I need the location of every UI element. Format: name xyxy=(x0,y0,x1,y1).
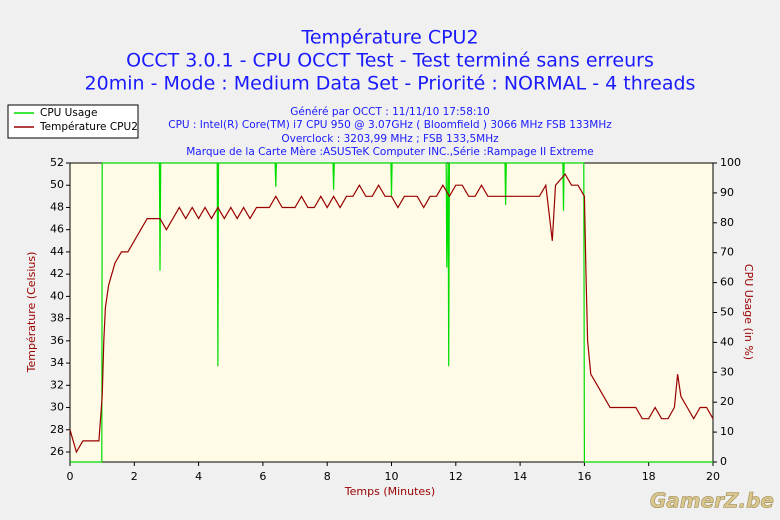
y-tick-label: 36 xyxy=(50,334,64,347)
y2-axis-label: CPU Usage (in %) xyxy=(742,264,755,360)
y-tick-label: 26 xyxy=(50,445,64,458)
x-tick-label: 14 xyxy=(513,470,527,483)
y2-tick-label: 80 xyxy=(720,216,734,229)
subtitle: 20min - Mode : Medium Data Set - Priorit… xyxy=(85,73,696,95)
y-tick-label: 34 xyxy=(50,356,64,369)
info-line: Marque de la Carte Mère :ASUSTeK Compute… xyxy=(186,146,594,158)
x-axis-label: Temps (Minutes) xyxy=(344,485,435,498)
y-tick-label: 42 xyxy=(50,267,64,280)
y2-tick-label: 30 xyxy=(720,365,734,378)
info-line: Overclock : 3203,99 MHz ; FSB 133,5MHz xyxy=(281,133,499,145)
y2-tick-label: 50 xyxy=(720,306,734,319)
y-tick-label: 52 xyxy=(50,156,64,169)
y-tick-label: 28 xyxy=(50,423,64,436)
x-tick-label: 2 xyxy=(131,470,138,483)
series-line xyxy=(69,173,714,454)
y-tick-label: 38 xyxy=(50,312,64,325)
chart-title: Température CPU2 xyxy=(300,27,478,49)
y-tick-label: 30 xyxy=(50,401,64,414)
y-axis-label: Température (Celsius) xyxy=(25,252,38,374)
y2-tick-label: 100 xyxy=(720,156,741,169)
info-line: Généré par OCCT : 11/11/10 17:58:10 xyxy=(290,106,490,118)
y2-tick-label: 70 xyxy=(720,246,734,259)
subtitle: OCCT 3.0.1 - CPU OCCT Test - Test termin… xyxy=(126,50,654,72)
series-line xyxy=(70,162,713,463)
y-tick-label: 40 xyxy=(50,289,64,302)
plot-area xyxy=(69,162,714,463)
y2-tick-label: 0 xyxy=(720,455,727,468)
legend-label: CPU Usage xyxy=(40,107,97,119)
x-tick-label: 18 xyxy=(642,470,656,483)
x-tick-label: 6 xyxy=(259,470,266,483)
legend-box xyxy=(7,104,139,139)
y-tick-label: 46 xyxy=(50,223,64,236)
info-line: CPU : Intel(R) Core(TM) i7 CPU 950 @ 3.0… xyxy=(168,119,612,131)
watermark: GamerZ.be xyxy=(650,489,774,513)
x-tick-label: 8 xyxy=(324,470,331,483)
y2-tick-label: 90 xyxy=(720,186,734,199)
x-tick-label: 16 xyxy=(577,470,591,483)
x-tick-label: 12 xyxy=(449,470,463,483)
y-tick-label: 44 xyxy=(50,245,64,258)
x-tick-label: 10 xyxy=(385,470,399,483)
y2-tick-label: 60 xyxy=(720,276,734,289)
legend-label: Température CPU2 xyxy=(39,121,138,133)
y-tick-label: 50 xyxy=(50,178,64,191)
y2-tick-label: 10 xyxy=(720,425,734,438)
x-tick-label: 4 xyxy=(195,470,202,483)
x-tick-label: 20 xyxy=(706,470,720,483)
y2-tick-label: 20 xyxy=(720,395,734,408)
y-tick-label: 32 xyxy=(50,378,64,391)
y2-tick-label: 40 xyxy=(720,335,734,348)
y-tick-label: 48 xyxy=(50,200,64,213)
x-tick-label: 0 xyxy=(67,470,74,483)
